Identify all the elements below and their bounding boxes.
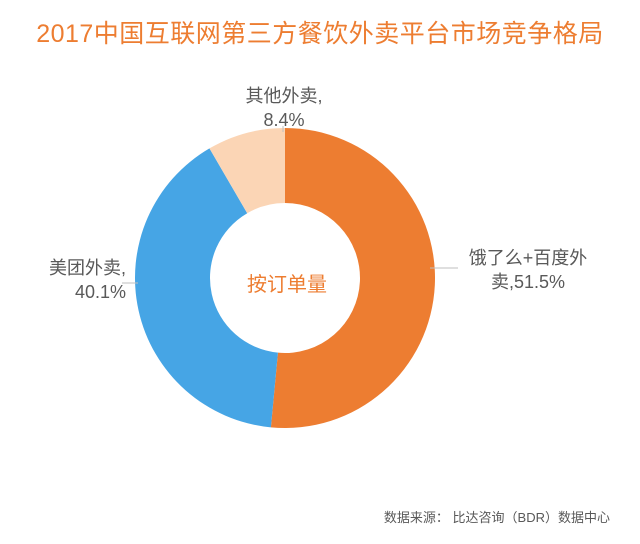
donut-chart: 按订单量 饿了么+百度外卖,51.5% 美团外卖,40.1% 其他外卖,8.4%: [0, 78, 640, 498]
chart-title: 2017中国互联网第三方餐饮外卖平台市场竞争格局: [0, 14, 640, 50]
leader-lines: [0, 78, 640, 498]
data-source: 数据来源： 比达咨询（BDR）数据中心: [384, 507, 610, 526]
